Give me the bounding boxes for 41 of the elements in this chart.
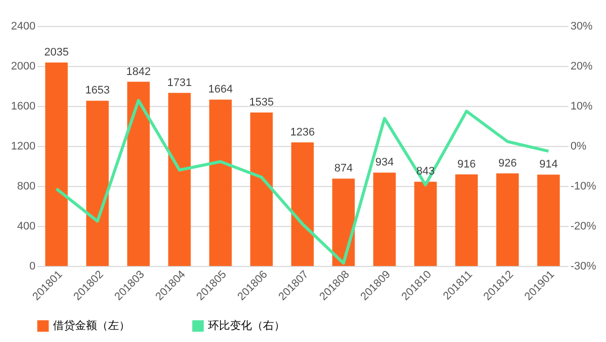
- bar: [414, 182, 437, 266]
- y-tick-label: 1600: [11, 100, 36, 112]
- data-label: 874: [334, 162, 353, 175]
- bar: [86, 100, 109, 266]
- data-label: 1236: [290, 126, 315, 138]
- bar: [45, 62, 68, 266]
- y2-tick-label: -30%: [570, 260, 596, 272]
- data-label: 1653: [85, 84, 110, 97]
- bar: [209, 100, 232, 266]
- legend-label: 借贷金额（左）: [53, 319, 130, 332]
- legend-label: 环比变化（右）: [208, 319, 285, 332]
- data-label: 1664: [208, 84, 233, 96]
- bar: [332, 178, 355, 266]
- y2-tick-label: 30%: [570, 20, 593, 32]
- bar: [496, 173, 519, 266]
- y-tick-label: 800: [17, 180, 36, 192]
- y2-tick-label: 20%: [570, 60, 593, 72]
- data-label: 914: [539, 158, 558, 171]
- data-label: 926: [498, 157, 517, 170]
- bar: [168, 92, 191, 266]
- data-label: 1535: [249, 96, 274, 108]
- y-tick-label: 2000: [11, 60, 36, 72]
- data-label: 2035: [44, 46, 69, 58]
- y2-tick-label: 0%: [570, 140, 587, 152]
- y-tick-label: 0: [29, 260, 36, 272]
- y-tick-label: 1200: [11, 140, 36, 152]
- bar: [250, 112, 273, 266]
- y2-tick-label: -20%: [570, 220, 596, 232]
- bar: [537, 174, 560, 266]
- y2-tick-label: -10%: [570, 180, 596, 192]
- bar: [291, 142, 314, 266]
- bar: [127, 82, 150, 266]
- data-label: 934: [375, 156, 394, 169]
- data-label: 1842: [126, 66, 151, 78]
- bar: [373, 172, 396, 266]
- y-tick-label: 2400: [11, 20, 36, 32]
- y-tick-label: 400: [17, 220, 36, 232]
- data-label: 1731: [167, 76, 192, 89]
- data-label: 916: [457, 158, 476, 170]
- bar: [455, 174, 478, 266]
- y2-tick-label: 10%: [570, 100, 593, 112]
